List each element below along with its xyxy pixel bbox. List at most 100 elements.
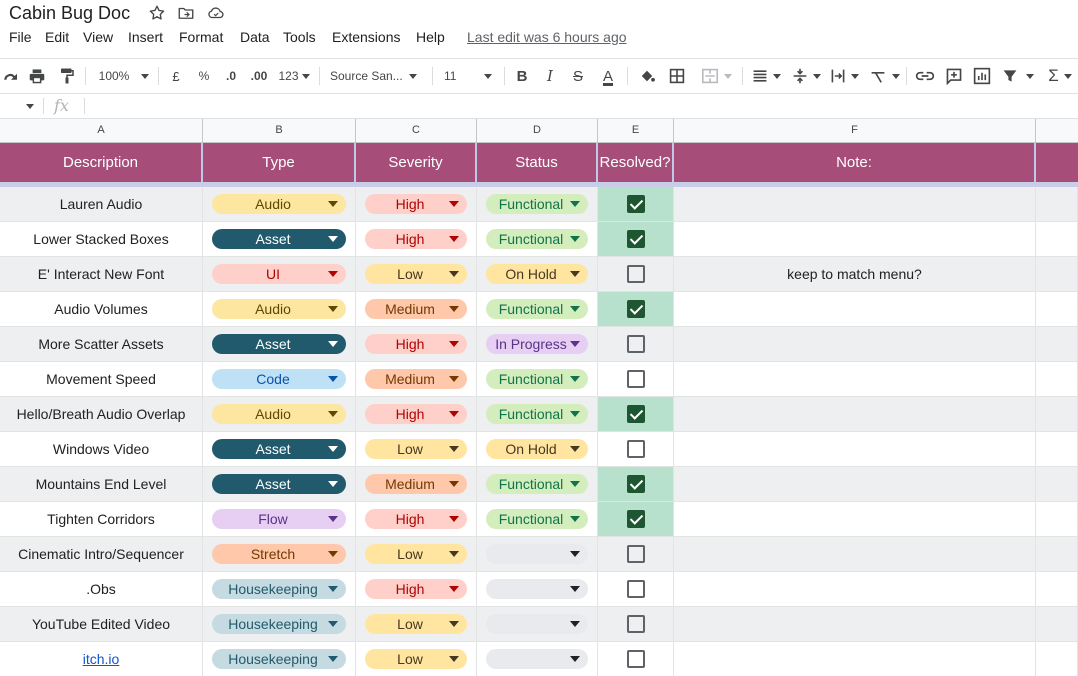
cell-type[interactable]: Audio bbox=[203, 397, 356, 431]
cell-status[interactable]: Functional bbox=[477, 292, 598, 326]
cell-status[interactable]: Functional bbox=[477, 222, 598, 256]
cell-empty[interactable] bbox=[1036, 537, 1078, 571]
cell-empty[interactable] bbox=[1036, 607, 1078, 641]
menu-data[interactable]: Data bbox=[240, 29, 270, 45]
text-wrapping-icon[interactable] bbox=[828, 65, 860, 87]
cell-type[interactable]: Housekeeping bbox=[203, 607, 356, 641]
text-color-button[interactable]: A bbox=[602, 67, 613, 85]
cell-empty[interactable] bbox=[1036, 257, 1078, 291]
decrease-decimal-button[interactable]: .0 bbox=[225, 69, 236, 83]
severity-chip[interactable]: High bbox=[365, 579, 467, 599]
status-chip[interactable]: Functional bbox=[486, 369, 588, 389]
menu-file[interactable]: File bbox=[9, 29, 32, 45]
cell-severity[interactable]: Medium bbox=[356, 292, 477, 326]
cell-severity[interactable]: Low bbox=[356, 432, 477, 466]
cell-description[interactable]: Audio Volumes bbox=[0, 292, 203, 326]
formula-input[interactable] bbox=[92, 98, 992, 114]
type-chip[interactable]: UI bbox=[212, 264, 346, 284]
cell-note[interactable] bbox=[674, 327, 1036, 361]
cell-type[interactable]: Asset bbox=[203, 432, 356, 466]
menu-edit[interactable]: Edit bbox=[45, 29, 70, 45]
cell-resolved[interactable] bbox=[598, 362, 674, 396]
resolved-checkbox[interactable] bbox=[626, 650, 645, 668]
last-edit-link[interactable]: Last edit was 6 hours ago bbox=[467, 29, 627, 45]
cell-status[interactable]: Functional bbox=[477, 467, 598, 501]
severity-chip[interactable]: Medium bbox=[365, 299, 467, 319]
resolved-checkbox[interactable] bbox=[626, 300, 645, 318]
type-chip[interactable]: Housekeeping bbox=[212, 649, 346, 669]
cell-note[interactable] bbox=[674, 572, 1036, 606]
header-severity[interactable]: Severity bbox=[356, 143, 477, 182]
cell-severity[interactable]: High bbox=[356, 502, 477, 536]
severity-chip[interactable]: High bbox=[365, 194, 467, 214]
cell-status[interactable]: On Hold bbox=[477, 257, 598, 291]
cell-empty[interactable] bbox=[1036, 502, 1078, 536]
menu-insert[interactable]: Insert bbox=[128, 29, 164, 45]
zoom-select[interactable]: 100% bbox=[96, 65, 152, 87]
cell-resolved[interactable] bbox=[598, 187, 674, 221]
type-chip[interactable]: Asset bbox=[212, 439, 346, 459]
currency-button[interactable]: £ bbox=[172, 68, 180, 84]
type-chip[interactable]: Housekeeping bbox=[212, 579, 346, 599]
menu-tools[interactable]: Tools bbox=[283, 29, 316, 45]
more-formats-select[interactable]: 123 bbox=[276, 65, 312, 87]
column-header-c[interactable]: C bbox=[356, 119, 477, 142]
severity-chip[interactable]: Low bbox=[365, 649, 467, 669]
cell-severity[interactable]: Medium bbox=[356, 362, 477, 396]
cell-resolved[interactable] bbox=[598, 327, 674, 361]
cell-description[interactable]: Cinematic Intro/Sequencer bbox=[0, 537, 203, 571]
cell-note[interactable] bbox=[674, 362, 1036, 396]
header-note[interactable]: Note: bbox=[674, 143, 1036, 182]
italic-button[interactable]: I bbox=[547, 67, 553, 85]
cell-type[interactable]: Audio bbox=[203, 187, 356, 221]
severity-chip[interactable]: High bbox=[365, 334, 467, 354]
header-resolved[interactable]: Resolved? bbox=[598, 143, 674, 182]
resolved-checkbox[interactable] bbox=[626, 545, 645, 563]
paint-format-icon[interactable] bbox=[56, 65, 78, 87]
cell-resolved[interactable] bbox=[598, 642, 674, 676]
cell-note[interactable] bbox=[674, 432, 1036, 466]
cell-empty[interactable] bbox=[1036, 432, 1078, 466]
text-rotation-icon[interactable] bbox=[868, 65, 900, 87]
cell-description[interactable]: Hello/Breath Audio Overlap bbox=[0, 397, 203, 431]
cell-resolved[interactable] bbox=[598, 257, 674, 291]
column-header-a[interactable]: A bbox=[0, 119, 203, 142]
column-header-d[interactable]: D bbox=[477, 119, 598, 142]
severity-chip[interactable]: Medium bbox=[365, 369, 467, 389]
status-chip[interactable]: Functional bbox=[486, 299, 588, 319]
type-chip[interactable]: Audio bbox=[212, 194, 346, 214]
severity-chip[interactable]: Low bbox=[365, 614, 467, 634]
cell-severity[interactable]: High bbox=[356, 222, 477, 256]
cell-description[interactable]: Movement Speed bbox=[0, 362, 203, 396]
font-select[interactable]: Source San... bbox=[330, 65, 422, 87]
resolved-checkbox[interactable] bbox=[626, 230, 645, 248]
cell-status[interactable]: Functional bbox=[477, 397, 598, 431]
redo-icon[interactable] bbox=[0, 65, 22, 87]
type-chip[interactable]: Asset bbox=[212, 229, 346, 249]
cell-status[interactable] bbox=[477, 642, 598, 676]
type-chip[interactable]: Audio bbox=[212, 299, 346, 319]
severity-chip[interactable]: High bbox=[365, 404, 467, 424]
cloud-status-icon[interactable] bbox=[206, 3, 226, 23]
cell-note[interactable] bbox=[674, 397, 1036, 431]
resolved-checkbox[interactable] bbox=[626, 370, 645, 388]
severity-chip[interactable]: Low bbox=[365, 544, 467, 564]
cell-resolved[interactable] bbox=[598, 467, 674, 501]
menu-view[interactable]: View bbox=[83, 29, 114, 45]
cell-note[interactable] bbox=[674, 502, 1036, 536]
type-chip[interactable]: Asset bbox=[212, 334, 346, 354]
cell-note[interactable] bbox=[674, 467, 1036, 501]
cell-status[interactable] bbox=[477, 607, 598, 641]
type-chip[interactable]: Housekeeping bbox=[212, 614, 346, 634]
severity-chip[interactable]: High bbox=[365, 229, 467, 249]
cell-description[interactable]: .Obs bbox=[0, 572, 203, 606]
status-chip[interactable]: Functional bbox=[486, 229, 588, 249]
cell-severity[interactable]: High bbox=[356, 187, 477, 221]
functions-icon[interactable]: Σ bbox=[1044, 65, 1076, 87]
document-title[interactable]: Cabin Bug Doc bbox=[9, 3, 131, 23]
menu-extensions[interactable]: Extensions bbox=[332, 29, 401, 45]
status-chip[interactable]: Functional bbox=[486, 509, 588, 529]
cell-severity[interactable]: High bbox=[356, 327, 477, 361]
cell-resolved[interactable] bbox=[598, 537, 674, 571]
cell-severity[interactable]: Low bbox=[356, 257, 477, 291]
